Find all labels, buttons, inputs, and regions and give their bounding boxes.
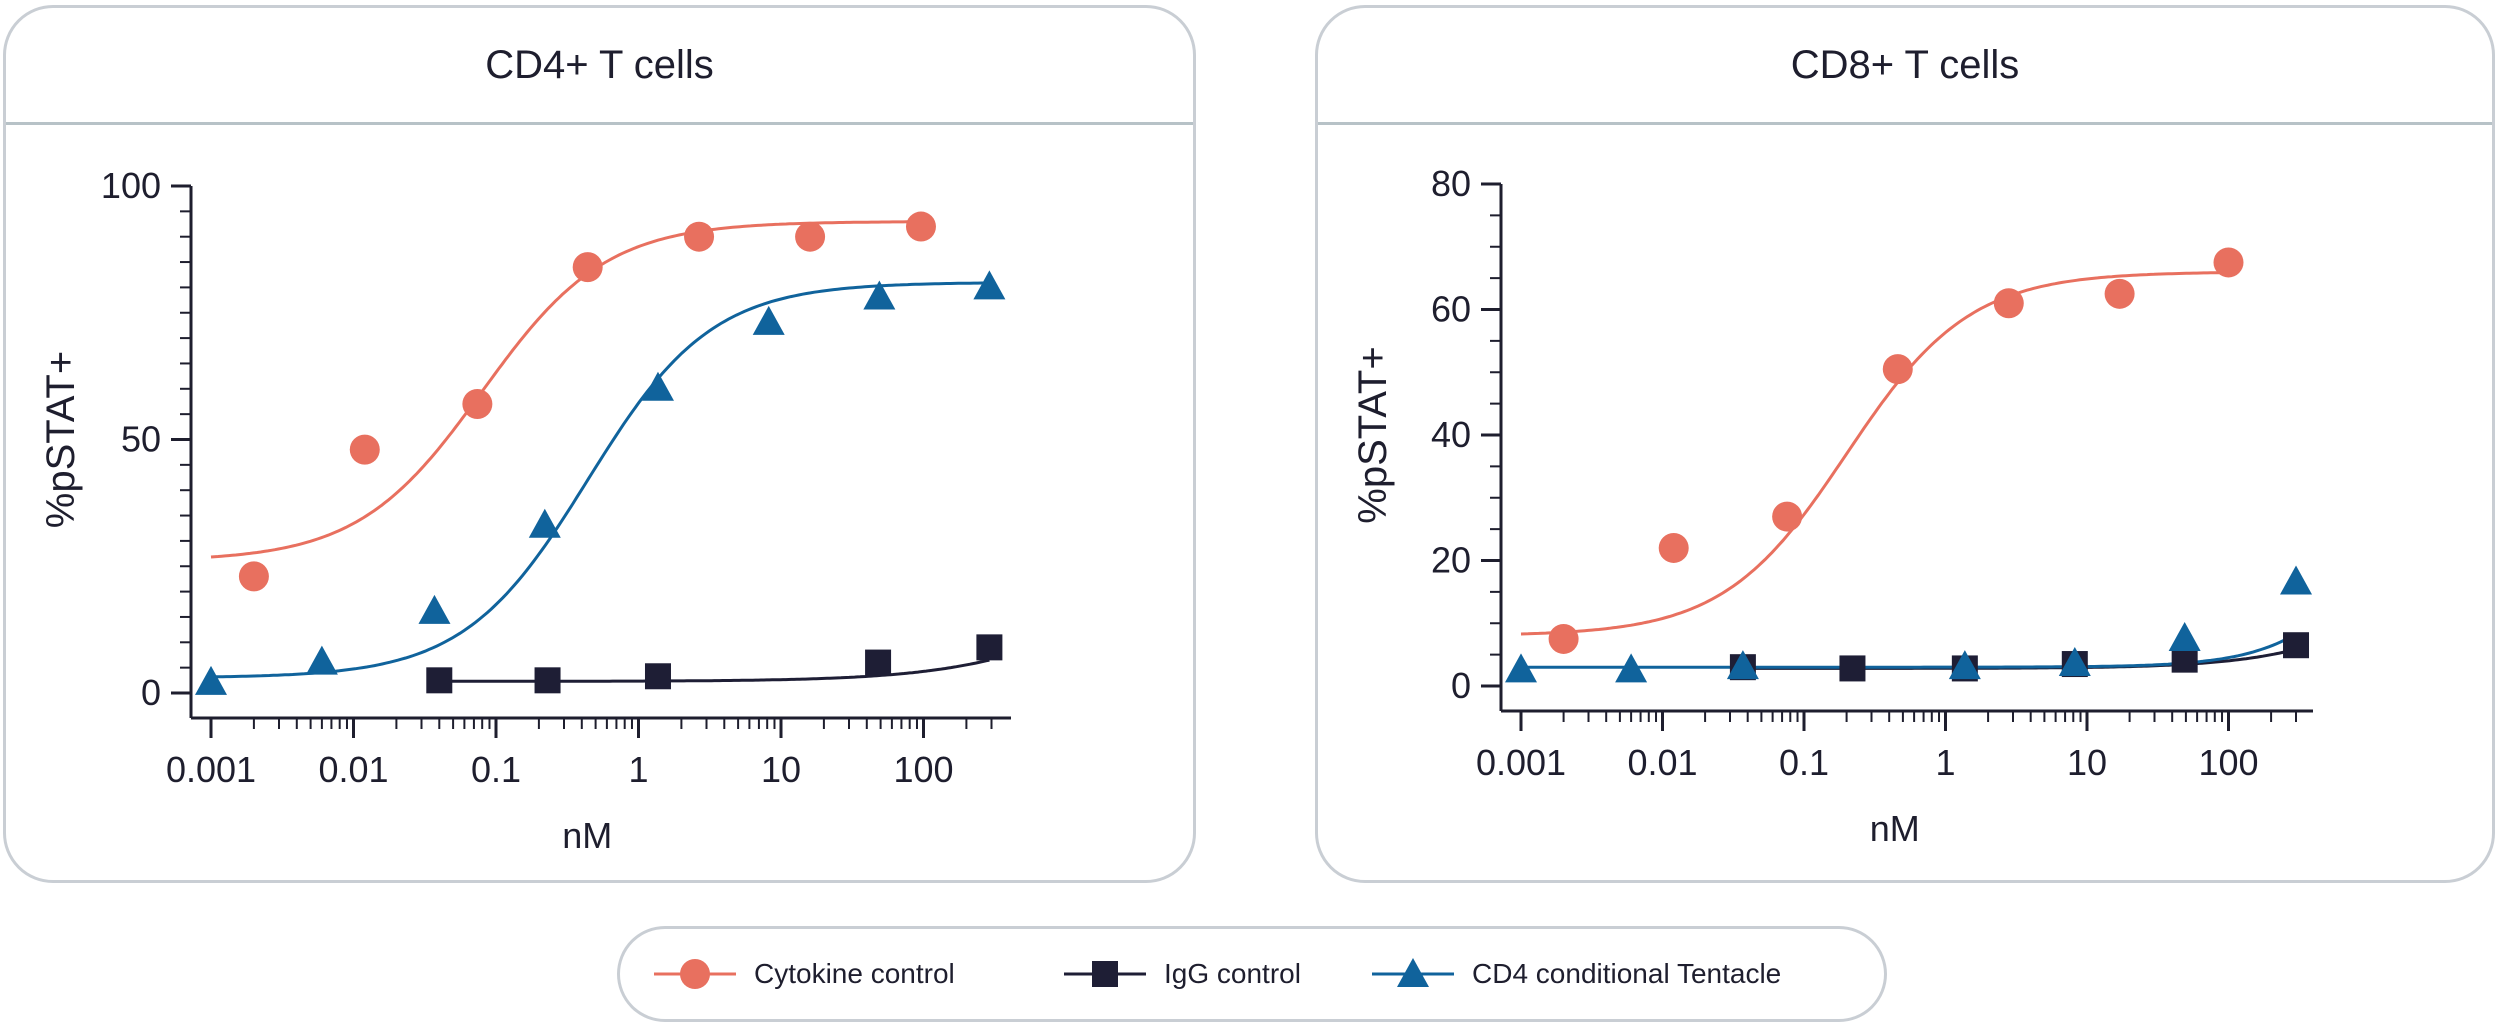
legend: Cytokine control IgG control CD4 conditi…: [617, 926, 1887, 1022]
chart-title: CD4+ T cells: [6, 8, 1193, 125]
data-point-cytokine-control: [572, 252, 603, 283]
y-axis-label: %pSTAT+: [39, 351, 83, 528]
data-point-cd4-conditional-tentacle: [305, 645, 338, 675]
data-point-cd4-conditional-tentacle: [1948, 650, 1981, 680]
legend-label: Cytokine control: [754, 958, 955, 989]
data-point-cytokine-control: [238, 561, 269, 592]
data-point-cytokine-control: [905, 211, 936, 242]
x-axis-label: nM: [562, 815, 612, 856]
data-point-igg-control: [976, 634, 1003, 661]
y-tick-label: 0: [1451, 665, 1471, 706]
x-tick-label: 0.01: [1627, 742, 1697, 783]
data-point-igg-control: [2283, 632, 2310, 659]
x-tick-label: 0.01: [318, 749, 388, 790]
fit-curve-cd4-conditional-tentacle: [210, 281, 990, 679]
y-tick-label: 100: [101, 165, 161, 206]
y-tick-label: 40: [1431, 414, 1471, 455]
data-point-cytokine-control: [2104, 278, 2135, 309]
x-axis-label: nM: [1870, 808, 1920, 849]
data-point-cd4-conditional-tentacle: [1505, 653, 1537, 683]
data-point-cytokine-control: [1993, 288, 2024, 319]
y-tick-label: 0: [141, 672, 161, 713]
x-tick-label: 100: [893, 749, 953, 790]
data-point-igg-control: [644, 663, 671, 690]
data-point-cd4-conditional-tentacle: [1615, 653, 1648, 683]
fit-curve-igg-control: [439, 658, 990, 683]
data-point-cd4-conditional-tentacle: [863, 280, 896, 310]
data-point-cytokine-control: [1548, 623, 1579, 654]
data-point-igg-control: [2171, 646, 2198, 673]
x-tick-label: 1: [628, 749, 648, 790]
y-tick-label: 50: [121, 419, 161, 460]
x-tick-label: 0.1: [1779, 742, 1829, 783]
data-point-cd4-conditional-tentacle: [418, 594, 451, 624]
data-point-igg-control: [865, 649, 892, 676]
data-point-cytokine-control: [2213, 247, 2244, 278]
data-point-cytokine-control: [1658, 532, 1689, 563]
y-tick-label: 20: [1431, 540, 1471, 581]
data-point-cd4-conditional-tentacle: [2168, 621, 2201, 651]
data-point-cytokine-control: [349, 434, 380, 465]
y-tick-label: 80: [1431, 163, 1471, 204]
data-point-igg-control: [426, 667, 453, 694]
legend-item-tentacle: CD4 conditional Tentacle: [1368, 929, 1781, 1019]
plot-area: 0 50 100 %pSTAT+ 0.001 0.01 0.1 1 10 100 nM: [39, 165, 1011, 856]
x-tick-label: 0.001: [1476, 742, 1566, 783]
fit-curve-cd4-conditional-tentacle: [1521, 632, 2297, 669]
data-point-cytokine-control: [1882, 354, 1913, 385]
legend-label: CD4 conditional Tentacle: [1472, 958, 1782, 989]
x-tick-label: 0.1: [471, 749, 521, 790]
x-tick-label: 10: [2067, 742, 2107, 783]
x-tick-label: 0.001: [166, 749, 256, 790]
data-point-cd4-conditional-tentacle: [2280, 565, 2313, 595]
data-point-cytokine-control: [1772, 501, 1803, 532]
circle-marker-icon: [654, 959, 736, 989]
fit-curve-cytokine-control: [210, 220, 921, 559]
triangle-marker-icon: [1372, 958, 1454, 987]
y-axis-label: %pSTAT+: [1351, 346, 1395, 523]
x-tick-label: 1: [1935, 742, 1955, 783]
x-tick-label: 100: [2198, 742, 2258, 783]
plot-area: 0 20 40 60 80 %pSTAT+ 0.001 0.01 0.1 1 10 100 nM: [1351, 163, 2313, 849]
x-tick-label: 10: [761, 749, 801, 790]
chart-panel-cd4: CD4+ T cells 0 50 100 %pSTAT+ 0.001 0.01 0.1 1 1…: [3, 5, 1196, 883]
data-point-igg-control: [1839, 655, 1866, 682]
legend-label: IgG control: [1164, 958, 1301, 989]
data-point-cd4-conditional-tentacle: [641, 371, 674, 401]
data-point-cytokine-control: [684, 221, 715, 252]
data-point-cd4-conditional-tentacle: [1726, 650, 1759, 680]
y-tick-label: 60: [1431, 289, 1471, 330]
data-point-cd4-conditional-tentacle: [528, 508, 561, 538]
data-point-cytokine-control: [462, 389, 493, 420]
fit-curve-cytokine-control: [1520, 271, 2229, 636]
data-point-cd4-conditional-tentacle: [2058, 647, 2091, 677]
square-marker-icon: [1064, 961, 1146, 987]
data-point-cd4-conditional-tentacle: [195, 665, 227, 695]
chart-title: CD8+ T cells: [1318, 8, 2492, 125]
data-point-cd4-conditional-tentacle: [973, 270, 1006, 300]
legend-item-igg: IgG control: [1060, 929, 1301, 1019]
data-point-cytokine-control: [795, 221, 826, 252]
data-point-igg-control: [534, 667, 561, 694]
legend-item-cytokine: Cytokine control: [650, 929, 955, 1019]
data-point-cd4-conditional-tentacle: [752, 305, 785, 335]
chart-panel-cd8: CD8+ T cells 0 20 40 60 80 %pSTAT+ 0.001 0.01 0.…: [1315, 5, 2495, 883]
